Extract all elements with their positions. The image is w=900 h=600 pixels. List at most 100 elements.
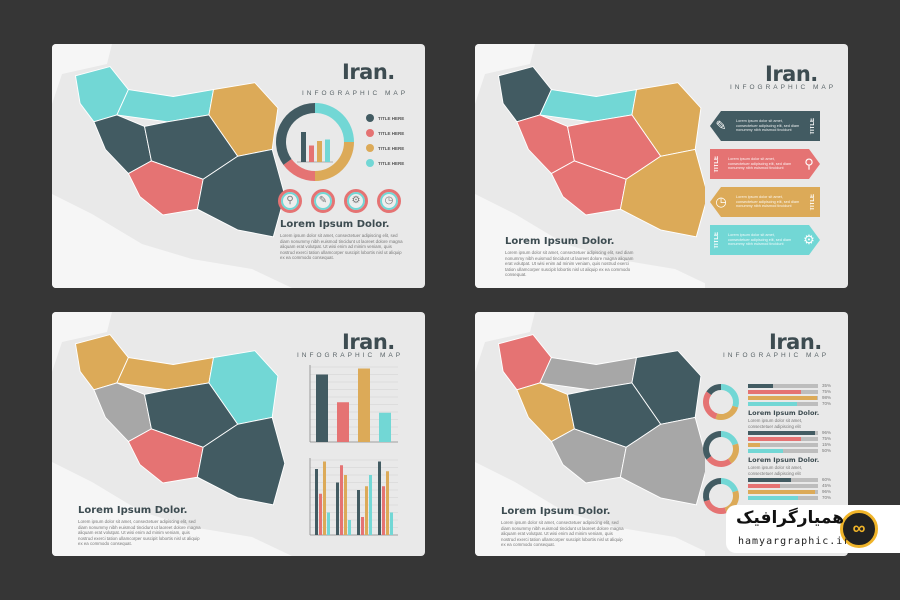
- panel-progress-infographic: Iran. INFOGRAPHIC MAP 35% 75% 98% 70% Lorem …: [475, 312, 848, 556]
- search-icon: ⚲: [278, 189, 302, 213]
- info-card: TITLE Lorem ipsum dolor sit amet, consect…: [710, 149, 820, 179]
- legend-item: TITLE HERE: [366, 114, 404, 122]
- logo-text: همیارگرافیک: [736, 508, 845, 528]
- region-west: [93, 114, 152, 175]
- donut-segment: [703, 391, 718, 420]
- card-title: TITLE: [810, 117, 816, 135]
- legend-item: TITLE HERE: [366, 129, 404, 137]
- legend-item: TITLE HERE: [366, 159, 404, 167]
- legend-dot: [366, 144, 374, 152]
- donut-chart: [276, 103, 354, 181]
- progress-bar: [748, 484, 818, 488]
- bar: [369, 475, 372, 535]
- progress-label: 70%: [822, 401, 832, 406]
- lorem-paragraph: Lorem ipsum dolor sit amet, consectetuer…: [501, 520, 624, 548]
- neighbor-land: [52, 194, 292, 288]
- bar: [379, 412, 391, 442]
- lorem-title: Lorem Ipsum Dolor.: [748, 456, 820, 464]
- progress-fill: [748, 437, 801, 441]
- bar: [382, 486, 385, 535]
- iran-map: [475, 312, 705, 556]
- legend-dot: [366, 159, 374, 167]
- donut-chart: [703, 384, 739, 420]
- panel-cards-infographic: Iran. INFOGRAPHIC MAP ✎ Lorem ipsum dolor…: [475, 44, 848, 288]
- progress-label: 50%: [822, 448, 832, 453]
- progress-bar: [748, 402, 818, 406]
- bar: [336, 482, 339, 535]
- progress-label: 45%: [822, 483, 832, 488]
- donut-segment: [720, 478, 739, 493]
- neighbor-land: [475, 312, 535, 372]
- gear-icon: ⚙: [344, 189, 368, 213]
- donut-segment: [283, 158, 316, 181]
- legend-label: TITLE HERE: [378, 145, 405, 151]
- title: Iran.: [342, 60, 395, 84]
- short-paragraph: Lorem ipsum dolor sit amet, consectetuer…: [748, 465, 803, 476]
- progress-bar: [748, 443, 818, 447]
- neighbor-land: [52, 44, 112, 104]
- subtitle: INFOGRAPHIC MAP: [723, 352, 830, 359]
- bar: [327, 512, 330, 535]
- donut-segment: [715, 405, 739, 420]
- info-card: TITLE Lorem ipsum dolor sit amet, consect…: [710, 225, 820, 255]
- iran-map: [475, 44, 705, 288]
- progress-label: 60%: [822, 477, 832, 482]
- card-title: TITLE: [714, 231, 720, 249]
- progress-label: 96%: [822, 430, 832, 435]
- legend-item: TITLE HERE: [366, 144, 404, 152]
- card-text: Lorem ipsum dolor sit amet, consectetuer…: [736, 195, 800, 209]
- progress-fill: [748, 443, 760, 447]
- bar: [323, 461, 326, 535]
- progress-bar: [748, 437, 818, 441]
- progress-bar: [748, 396, 818, 400]
- bar: [390, 512, 393, 535]
- progress-label: 75%: [822, 436, 832, 441]
- progress-bar: [748, 496, 818, 500]
- donut-segment: [706, 384, 722, 396]
- subtitle: INFOGRAPHIC MAP: [730, 84, 837, 91]
- card-text: Lorem ipsum dolor sit amet, consectetuer…: [736, 119, 800, 133]
- legend-dot: [366, 114, 374, 122]
- lorem-paragraph: Lorem ipsum dolor sit amet, consectetuer…: [78, 519, 201, 547]
- search-icon: ⚲: [804, 156, 814, 171]
- iran-map: [52, 312, 292, 556]
- bar: [319, 493, 322, 535]
- region-southeast: [196, 148, 286, 238]
- bar: [386, 471, 389, 535]
- legend-dot: [366, 129, 374, 137]
- donut-chart: [703, 431, 739, 467]
- panel-bar-chart-infographic: Iran. INFOGRAPHIC MAP Lorem Ipsum Dolor.…: [52, 312, 425, 556]
- bar: [340, 465, 343, 535]
- progress-bar: [748, 431, 818, 435]
- progress-label: 96%: [822, 489, 832, 494]
- title: Iran.: [342, 330, 395, 354]
- donut-segment: [276, 103, 316, 165]
- card-text: Lorem ipsum dolor sit amet, consectetuer…: [728, 233, 792, 247]
- card-text: Lorem ipsum dolor sit amet, consectetuer…: [728, 157, 792, 171]
- bar: [357, 490, 360, 535]
- region-southeast: [196, 416, 286, 506]
- legend-label: TITLE HERE: [378, 160, 405, 166]
- region-southeast: [619, 416, 705, 506]
- logo-icon: ∞: [840, 510, 878, 548]
- progress-bar: [748, 490, 818, 494]
- card-title: TITLE: [714, 155, 720, 173]
- progress-bar: [748, 390, 818, 394]
- donut-segment: [706, 455, 732, 467]
- bar: [358, 368, 370, 442]
- bar: [378, 461, 381, 535]
- grouped-bar-chart: [309, 458, 398, 536]
- donut-segment: [314, 103, 354, 143]
- neighbor-land: [475, 44, 535, 104]
- lorem-title: Lorem Ipsum Dolor.: [280, 219, 390, 230]
- region-southeast: [619, 148, 705, 238]
- progress-bar: [748, 478, 818, 482]
- lorem-paragraph: Lorem ipsum dolor sit amet, consectetuer…: [280, 233, 403, 261]
- neighbor-land: [52, 462, 292, 556]
- lorem-title: Lorem Ipsum Dolor.: [501, 506, 611, 517]
- neighbor-land: [52, 312, 112, 372]
- progress-fill: [748, 484, 780, 488]
- progress-fill: [748, 496, 799, 500]
- inner-bar: [309, 145, 314, 162]
- progress-bar: [748, 449, 818, 453]
